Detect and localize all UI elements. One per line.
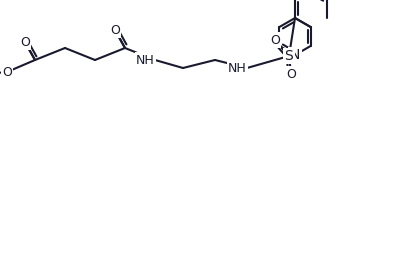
Text: N: N <box>290 48 300 62</box>
Text: NH: NH <box>228 62 247 75</box>
Text: O: O <box>286 67 296 80</box>
Text: NH: NH <box>136 53 155 66</box>
Text: O: O <box>20 36 30 49</box>
Text: O: O <box>270 34 280 47</box>
Text: O: O <box>2 66 12 79</box>
Text: O: O <box>110 24 120 37</box>
Text: S: S <box>285 49 294 63</box>
